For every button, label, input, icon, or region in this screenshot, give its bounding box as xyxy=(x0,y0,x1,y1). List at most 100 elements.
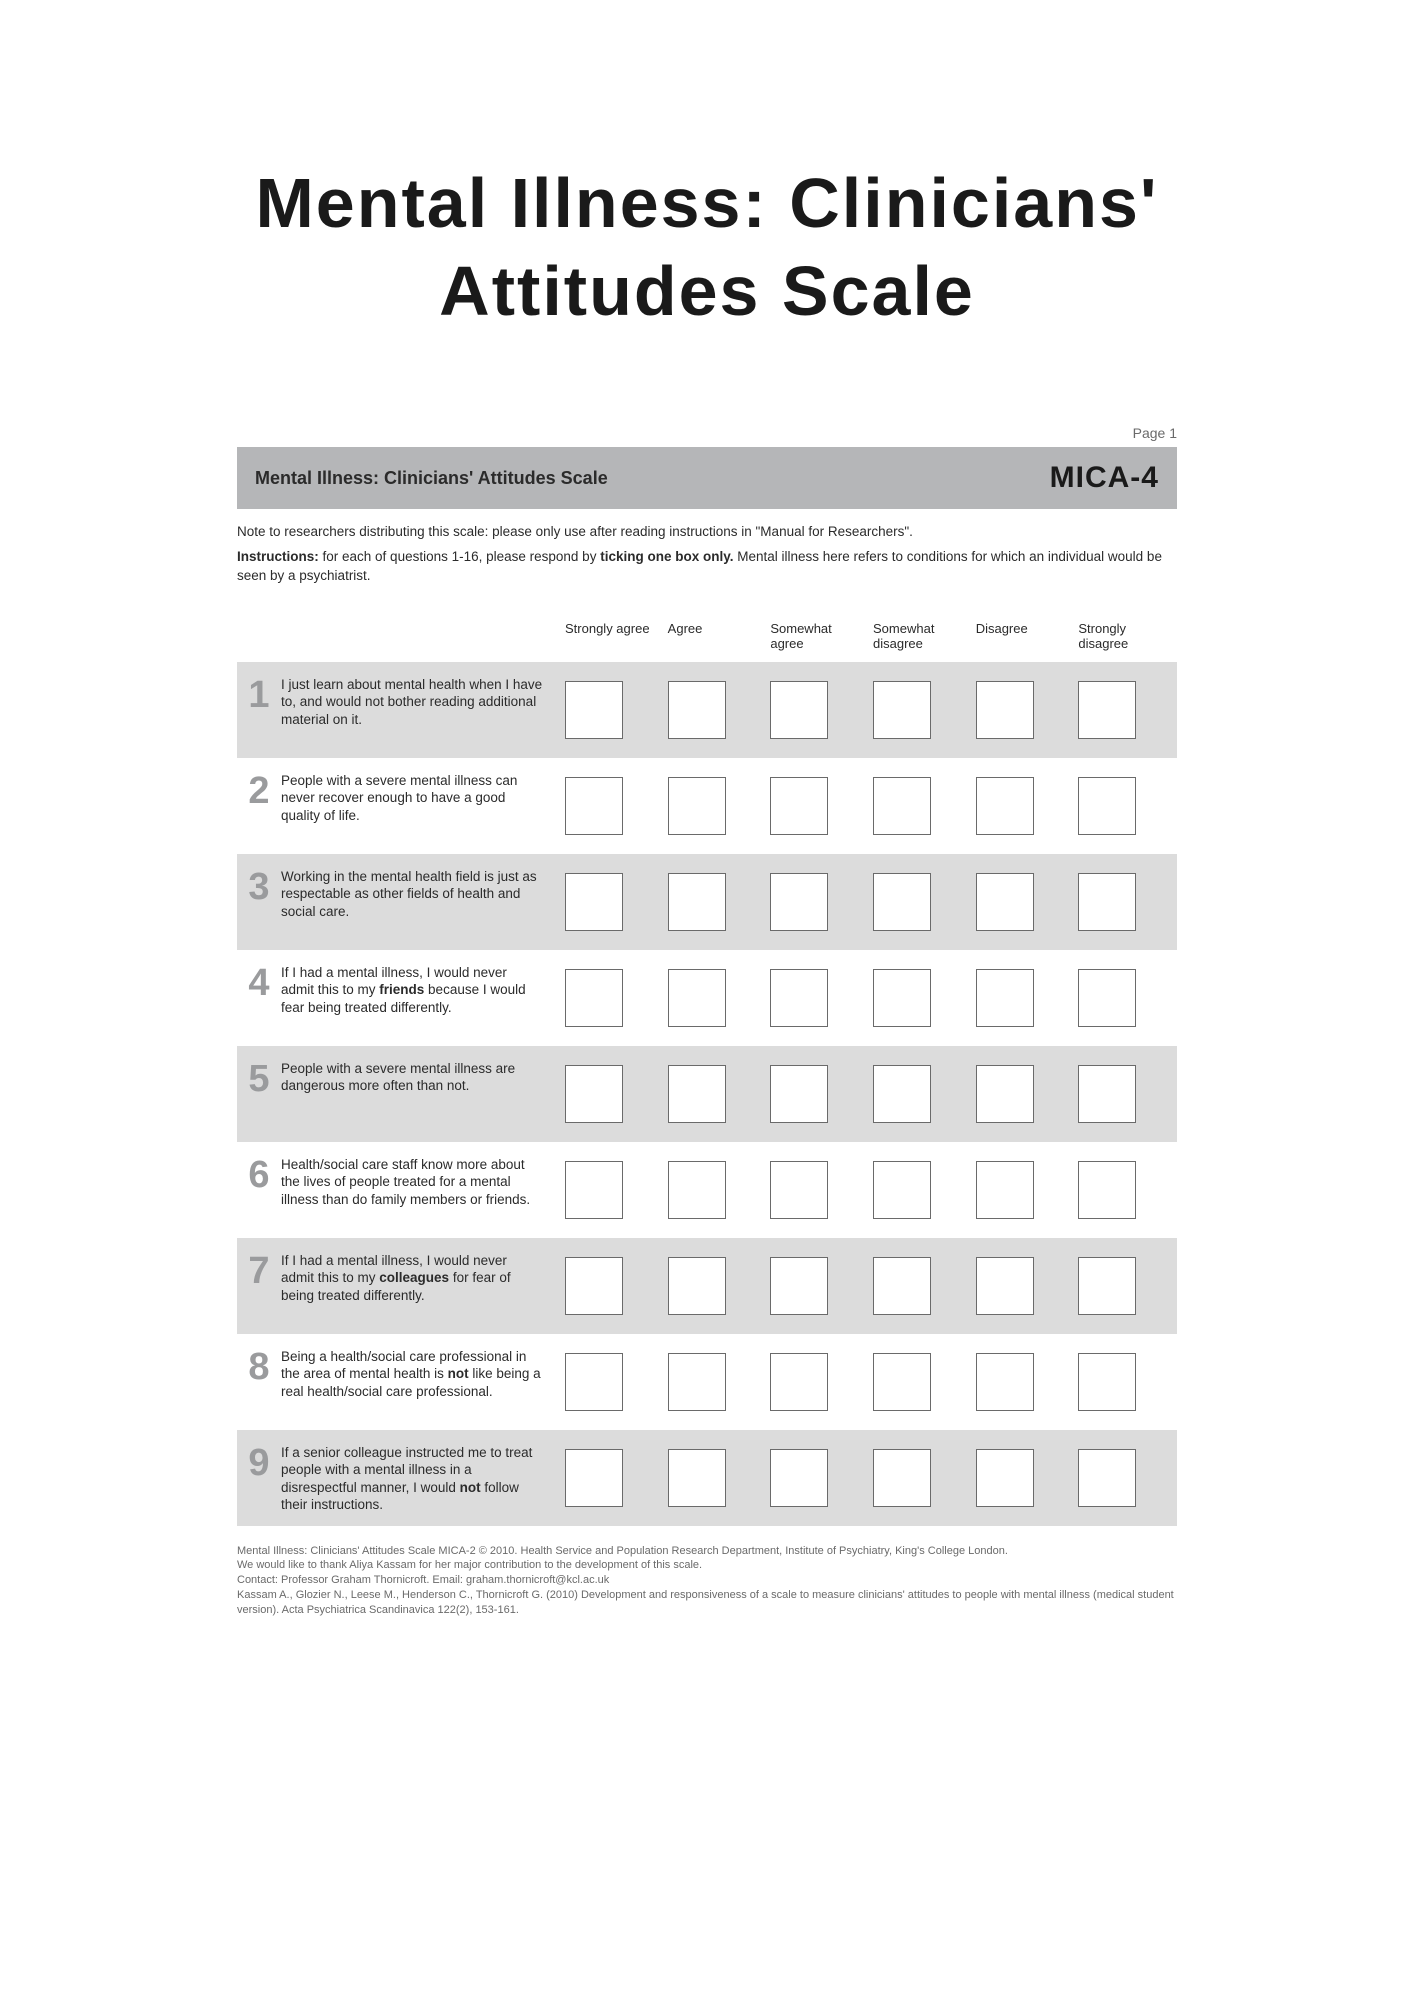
question-number-cell: 5 xyxy=(237,1056,281,1132)
answer-checkbox[interactable] xyxy=(873,1065,931,1123)
footer-citation: Mental Illness: Clinicians' Attitudes Sc… xyxy=(237,1544,1177,1618)
answer-checkbox[interactable] xyxy=(668,1449,726,1507)
answer-cell xyxy=(972,777,1075,835)
answer-cell xyxy=(561,873,664,931)
answer-cell xyxy=(972,1353,1075,1411)
answer-checkbox[interactable] xyxy=(976,1257,1034,1315)
answer-checkbox[interactable] xyxy=(770,1449,828,1507)
answer-cell xyxy=(972,1065,1075,1123)
question-number: 6 xyxy=(248,1156,269,1194)
answer-cell xyxy=(1074,1065,1177,1123)
answer-checkbox[interactable] xyxy=(873,1353,931,1411)
answer-cell xyxy=(766,969,869,1027)
question-number: 9 xyxy=(248,1444,269,1482)
answer-cell xyxy=(1074,1257,1177,1315)
answer-checkbox[interactable] xyxy=(565,969,623,1027)
answer-cell xyxy=(1074,1161,1177,1219)
answer-checkbox[interactable] xyxy=(770,873,828,931)
answer-cell xyxy=(1074,681,1177,739)
answer-checkbox[interactable] xyxy=(873,1257,931,1315)
answer-cell xyxy=(766,873,869,931)
answer-checkbox[interactable] xyxy=(770,1161,828,1219)
answer-cell xyxy=(972,873,1075,931)
column-header: Somewhat disagree xyxy=(869,622,972,652)
answer-checkbox[interactable] xyxy=(565,1353,623,1411)
answer-checkbox[interactable] xyxy=(565,873,623,931)
answer-checkbox[interactable] xyxy=(668,1353,726,1411)
column-header: Somewhat agree xyxy=(766,622,869,652)
answer-checkbox[interactable] xyxy=(565,1257,623,1315)
question-number: 7 xyxy=(248,1252,269,1290)
question-text: Health/social care staff know more about… xyxy=(281,1152,561,1228)
answer-cell xyxy=(869,777,972,835)
questions-container: 1I just learn about mental health when I… xyxy=(237,662,1177,1526)
answer-checkbox[interactable] xyxy=(668,1065,726,1123)
answer-cell xyxy=(561,1257,664,1315)
answer-checkbox[interactable] xyxy=(873,681,931,739)
answer-checkbox[interactable] xyxy=(668,681,726,739)
question-number: 4 xyxy=(248,964,269,1002)
answer-checkbox[interactable] xyxy=(1078,1065,1136,1123)
column-header: Agree xyxy=(664,622,767,652)
question-number: 3 xyxy=(248,868,269,906)
answer-cells xyxy=(561,672,1177,748)
answer-checkbox[interactable] xyxy=(976,1065,1034,1123)
answer-checkbox[interactable] xyxy=(770,969,828,1027)
instructions-bold: ticking one box only. xyxy=(600,549,733,564)
answer-checkbox[interactable] xyxy=(976,681,1034,739)
answer-cells xyxy=(561,1440,1177,1516)
answer-cell xyxy=(766,681,869,739)
answer-cells xyxy=(561,1056,1177,1132)
answer-checkbox[interactable] xyxy=(565,1449,623,1507)
answer-checkbox[interactable] xyxy=(976,1161,1034,1219)
answer-checkbox[interactable] xyxy=(1078,681,1136,739)
answer-checkbox[interactable] xyxy=(1078,969,1136,1027)
answer-checkbox[interactable] xyxy=(976,1449,1034,1507)
answer-checkbox[interactable] xyxy=(770,1257,828,1315)
answer-checkbox[interactable] xyxy=(1078,1257,1136,1315)
instructions-body-1: for each of questions 1-16, please respo… xyxy=(319,549,600,564)
answer-checkbox[interactable] xyxy=(1078,1161,1136,1219)
column-header-row: Strongly agreeAgreeSomewhat agreeSomewha… xyxy=(237,616,1177,662)
answer-cells xyxy=(561,1344,1177,1420)
title-bar-right: MICA-4 xyxy=(1050,461,1159,495)
answer-checkbox[interactable] xyxy=(565,1065,623,1123)
answer-checkbox[interactable] xyxy=(668,1257,726,1315)
researcher-note: Note to researchers distributing this sc… xyxy=(237,523,1177,542)
answer-checkbox[interactable] xyxy=(976,873,1034,931)
answer-checkbox[interactable] xyxy=(770,681,828,739)
answer-checkbox[interactable] xyxy=(565,1161,623,1219)
answer-checkbox[interactable] xyxy=(873,873,931,931)
answer-checkbox[interactable] xyxy=(770,1065,828,1123)
answer-checkbox[interactable] xyxy=(1078,873,1136,931)
answer-checkbox[interactable] xyxy=(873,1161,931,1219)
answer-checkbox[interactable] xyxy=(873,1449,931,1507)
answer-checkbox[interactable] xyxy=(976,969,1034,1027)
footer-line: Mental Illness: Clinicians' Attitudes Sc… xyxy=(237,1544,1177,1559)
answer-checkbox[interactable] xyxy=(668,777,726,835)
question-text: If I had a mental illness, I would never… xyxy=(281,960,561,1036)
question-grid: Strongly agreeAgreeSomewhat agreeSomewha… xyxy=(237,616,1177,1526)
question-number: 5 xyxy=(248,1060,269,1098)
question-text: If I had a mental illness, I would never… xyxy=(281,1248,561,1324)
answer-checkbox[interactable] xyxy=(770,777,828,835)
answer-checkbox[interactable] xyxy=(1078,777,1136,835)
answer-cell xyxy=(869,1449,972,1507)
answer-checkbox[interactable] xyxy=(668,969,726,1027)
answer-checkbox[interactable] xyxy=(873,777,931,835)
answer-checkbox[interactable] xyxy=(873,969,931,1027)
answer-checkbox[interactable] xyxy=(668,873,726,931)
answer-checkbox[interactable] xyxy=(565,681,623,739)
question-text: People with a severe mental illness are … xyxy=(281,1056,561,1132)
page: Mental Illness: Clinicians' Attitudes Sc… xyxy=(0,0,1414,2000)
answer-checkbox[interactable] xyxy=(565,777,623,835)
answer-checkbox[interactable] xyxy=(1078,1449,1136,1507)
answer-checkbox[interactable] xyxy=(976,777,1034,835)
answer-checkbox[interactable] xyxy=(976,1353,1034,1411)
footer-line: Kassam A., Glozier N., Leese M., Henders… xyxy=(237,1588,1177,1618)
answer-checkbox[interactable] xyxy=(1078,1353,1136,1411)
answer-checkbox[interactable] xyxy=(668,1161,726,1219)
answer-cell xyxy=(561,777,664,835)
question-row: 3Working in the mental health field is j… xyxy=(237,854,1177,950)
answer-checkbox[interactable] xyxy=(770,1353,828,1411)
